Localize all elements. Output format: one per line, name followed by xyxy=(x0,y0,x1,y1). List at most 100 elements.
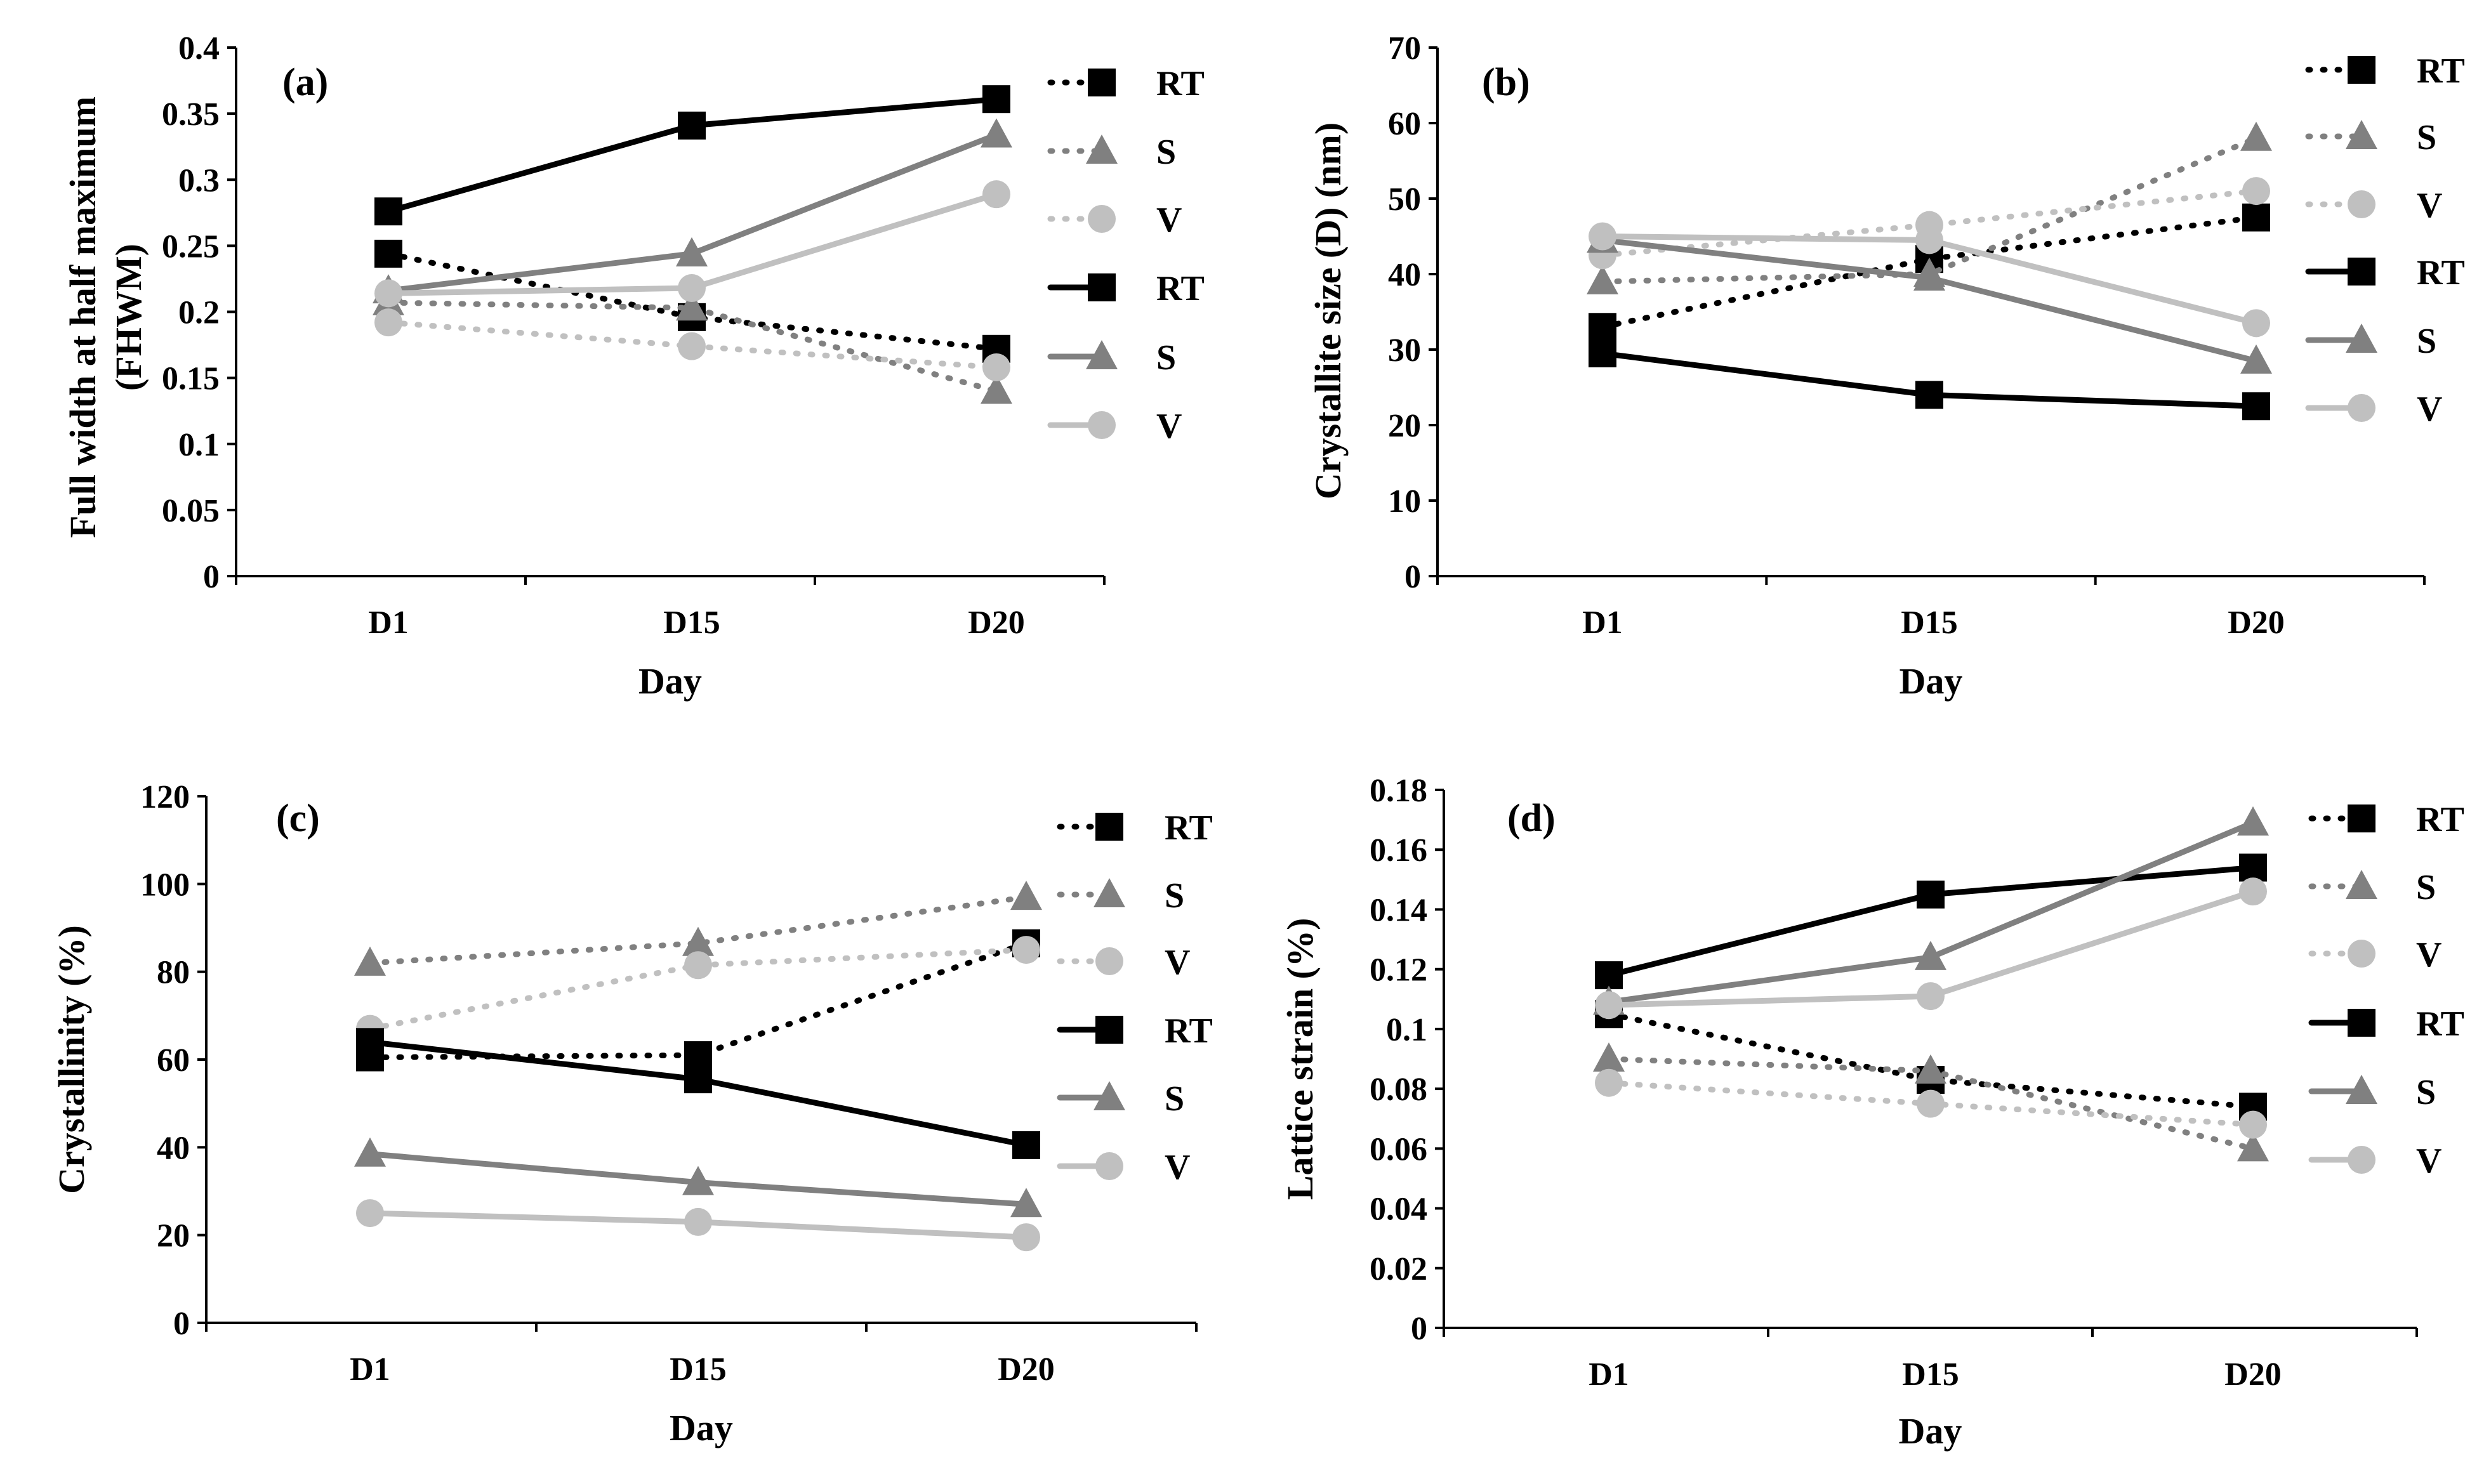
legend-marker-circle xyxy=(1088,205,1116,233)
y-axis-title: Full width at half maximum xyxy=(62,96,103,538)
legend-item: V xyxy=(1057,943,1190,982)
data-point-triangle xyxy=(676,291,708,321)
legend-label: V xyxy=(2417,390,2442,429)
y-tick-label: 70 xyxy=(1388,30,1421,67)
x-tick-label: D1 xyxy=(368,605,409,641)
y-tick-label: 40 xyxy=(1388,257,1421,293)
legend-item: S xyxy=(1057,876,1184,916)
chart-panel-b: 0 10 20 30 40 50 60 70 D1 D15 D20 Day Crystallite si… xyxy=(1307,30,2465,702)
legend-item: RT xyxy=(2308,800,2464,839)
data-point-square xyxy=(1589,313,1616,341)
y-tick-label: 0.06 xyxy=(1370,1131,1427,1167)
series-S-dotted xyxy=(373,286,1012,404)
legend-item: S xyxy=(2305,322,2436,361)
data-point-circle xyxy=(2239,877,2267,906)
legend-marker-circle xyxy=(1095,1152,1123,1180)
x-tick-label: D1 xyxy=(350,1351,390,1388)
y-tick-label: 0.14 xyxy=(1370,892,1427,928)
data-point-triangle xyxy=(2237,806,2269,836)
data-point-circle xyxy=(1589,222,1616,251)
series-S-solid xyxy=(354,1137,1042,1218)
legend-item: RT xyxy=(2308,1004,2464,1044)
series-RT-solid xyxy=(1589,339,2270,421)
data-point-circle xyxy=(678,332,706,360)
y-tick-label: 0.05 xyxy=(162,493,220,529)
legend-marker-triangle xyxy=(2346,324,2377,353)
y-axis-title: (FHWM) xyxy=(108,244,149,391)
data-point-triangle xyxy=(354,1137,386,1167)
data-point-circle xyxy=(374,279,402,308)
series-V-solid xyxy=(374,180,1010,308)
legend-label: S xyxy=(1156,338,1176,378)
legend-marker-circle xyxy=(2348,190,2375,218)
data-point-square xyxy=(2242,203,2270,232)
x-tick-label: D15 xyxy=(670,1351,727,1388)
data-point-circle xyxy=(1012,1223,1040,1252)
y-tick-label: 100 xyxy=(140,867,190,903)
data-point-square xyxy=(2239,853,2267,882)
data-point-circle xyxy=(684,1207,712,1236)
legend-marker-square xyxy=(2348,1009,2375,1037)
legend-marker-triangle xyxy=(1086,340,1118,369)
y-axis-title: Crystallite size (D) (nm) xyxy=(1307,122,1349,499)
legend-item: RT xyxy=(1047,269,1205,308)
y-tick-label: 0 xyxy=(1404,559,1421,595)
legend-label: V xyxy=(2417,186,2442,225)
legend-item: V xyxy=(1047,200,1182,240)
data-point-square xyxy=(356,1028,384,1056)
series-line xyxy=(1606,820,2256,1005)
data-point-square xyxy=(2242,392,2270,421)
legend-item: RT xyxy=(2305,51,2465,91)
legend-item: V xyxy=(2308,935,2441,975)
data-point-triangle xyxy=(2240,121,2272,151)
data-point-triangle xyxy=(354,946,386,976)
y-tick-label: 0.3 xyxy=(178,162,220,199)
legend-item: V xyxy=(2305,186,2442,225)
y-tick-label: 0.16 xyxy=(1370,832,1427,869)
data-point-triangle xyxy=(1587,265,1618,294)
data-point-square xyxy=(1595,961,1623,990)
data-point-triangle xyxy=(2240,344,2272,374)
legend-item: V xyxy=(1057,1148,1190,1187)
x-tick-label: D15 xyxy=(1902,1356,1959,1393)
x-tick-label: D20 xyxy=(998,1351,1055,1388)
legend-item: V xyxy=(2305,390,2442,429)
data-point-triangle xyxy=(2237,1132,2269,1162)
x-axis-title: Day xyxy=(1900,660,1963,702)
data-point-circle xyxy=(1917,1089,1945,1118)
y-tick-label: 0.15 xyxy=(162,361,220,397)
panel-label: (a) xyxy=(282,61,328,104)
legend-label: S xyxy=(1156,133,1176,172)
y-tick-label: 10 xyxy=(1388,483,1421,520)
series-line xyxy=(385,131,1000,294)
data-point-circle xyxy=(1012,936,1040,964)
legend-label: V xyxy=(2416,1141,2441,1181)
legend-marker-square xyxy=(2348,804,2375,832)
y-tick-label: 0.12 xyxy=(1370,952,1427,988)
data-point-square xyxy=(982,85,1010,114)
legend-marker-circle xyxy=(1088,411,1116,439)
data-point-circle xyxy=(684,951,712,980)
data-point-triangle xyxy=(1593,1042,1625,1072)
x-tick-label: D20 xyxy=(2228,605,2285,641)
y-tick-label: 0.25 xyxy=(162,228,220,265)
data-point-triangle xyxy=(1010,881,1042,910)
data-point-circle xyxy=(982,180,1010,209)
data-point-triangle xyxy=(981,374,1012,404)
data-point-square xyxy=(684,1041,712,1070)
x-tick-label: D1 xyxy=(1582,605,1623,641)
legend-marker-circle xyxy=(1095,947,1123,975)
y-tick-label: 20 xyxy=(1388,408,1421,444)
data-point-circle xyxy=(374,308,402,337)
data-point-triangle xyxy=(1915,940,1946,970)
series-RT-solid xyxy=(374,85,1010,226)
data-point-square xyxy=(374,197,402,226)
legend-label: S xyxy=(2416,1073,2436,1112)
legend-label: V xyxy=(1156,200,1182,240)
y-axis-title: Crystallinity (%) xyxy=(51,925,92,1194)
data-point-circle xyxy=(678,274,706,303)
legend-marker-square xyxy=(1088,273,1116,301)
y-tick-label: 50 xyxy=(1388,181,1421,218)
